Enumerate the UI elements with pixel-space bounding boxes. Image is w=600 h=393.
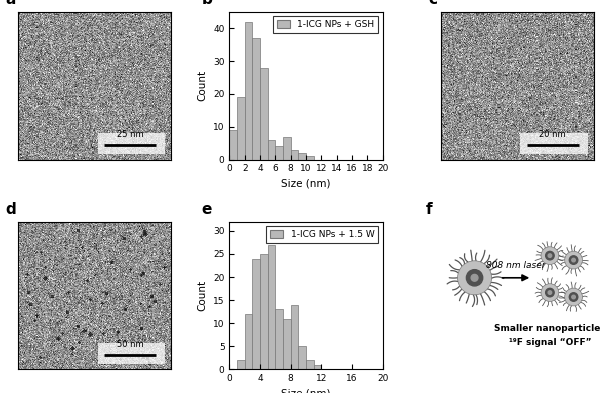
Bar <box>245 22 253 160</box>
Bar <box>275 309 283 369</box>
Circle shape <box>466 270 483 286</box>
FancyBboxPatch shape <box>98 133 165 154</box>
Text: e: e <box>202 202 212 217</box>
Text: c: c <box>428 0 437 7</box>
Circle shape <box>565 288 583 306</box>
Text: 20 nm: 20 nm <box>539 130 566 139</box>
Bar <box>306 360 314 369</box>
FancyBboxPatch shape <box>98 343 165 364</box>
Circle shape <box>545 288 554 297</box>
Bar <box>298 153 306 160</box>
Text: 808 nm laser: 808 nm laser <box>486 261 545 270</box>
Bar <box>253 38 260 160</box>
X-axis label: Size (nm): Size (nm) <box>281 179 331 189</box>
Circle shape <box>458 261 491 295</box>
Bar <box>237 360 245 369</box>
Text: 50 nm: 50 nm <box>116 340 143 349</box>
Y-axis label: Count: Count <box>197 70 208 101</box>
X-axis label: Size (nm): Size (nm) <box>281 389 331 393</box>
Bar <box>290 305 298 369</box>
Bar <box>283 137 290 160</box>
Bar <box>290 150 298 160</box>
Bar <box>229 130 237 160</box>
Y-axis label: Count: Count <box>197 280 208 311</box>
Circle shape <box>569 256 578 264</box>
Circle shape <box>548 254 551 257</box>
Text: d: d <box>6 202 16 217</box>
Bar <box>260 68 268 160</box>
Legend: 1-ICG NPs + GSH: 1-ICG NPs + GSH <box>273 16 378 33</box>
Circle shape <box>548 291 551 294</box>
Circle shape <box>541 247 559 264</box>
Circle shape <box>545 252 554 260</box>
Circle shape <box>572 258 575 262</box>
Text: f: f <box>426 202 433 217</box>
Bar <box>306 156 314 160</box>
Bar <box>268 245 275 369</box>
Bar <box>260 254 268 369</box>
Bar <box>298 346 306 369</box>
Text: Smaller nanoparticles: Smaller nanoparticles <box>494 323 600 332</box>
Text: 25 nm: 25 nm <box>116 130 143 139</box>
Circle shape <box>565 251 583 269</box>
Bar <box>268 140 275 160</box>
Circle shape <box>569 293 578 301</box>
Bar <box>314 365 322 369</box>
Bar <box>283 319 290 369</box>
FancyBboxPatch shape <box>520 133 588 154</box>
Circle shape <box>572 295 575 299</box>
Bar <box>237 97 245 160</box>
Bar <box>253 259 260 369</box>
Legend: 1-ICG NPs + 1.5 W: 1-ICG NPs + 1.5 W <box>266 226 378 242</box>
Text: ¹⁹F signal “OFF”: ¹⁹F signal “OFF” <box>509 338 591 347</box>
Bar <box>275 147 283 160</box>
Bar <box>245 314 253 369</box>
Text: b: b <box>202 0 213 7</box>
Text: a: a <box>6 0 16 7</box>
Circle shape <box>471 274 478 281</box>
Circle shape <box>541 284 559 301</box>
